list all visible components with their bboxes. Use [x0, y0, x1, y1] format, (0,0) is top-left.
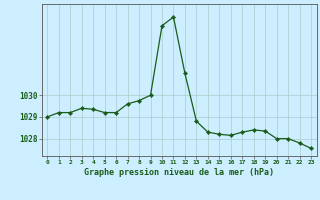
X-axis label: Graphe pression niveau de la mer (hPa): Graphe pression niveau de la mer (hPa): [84, 168, 274, 177]
